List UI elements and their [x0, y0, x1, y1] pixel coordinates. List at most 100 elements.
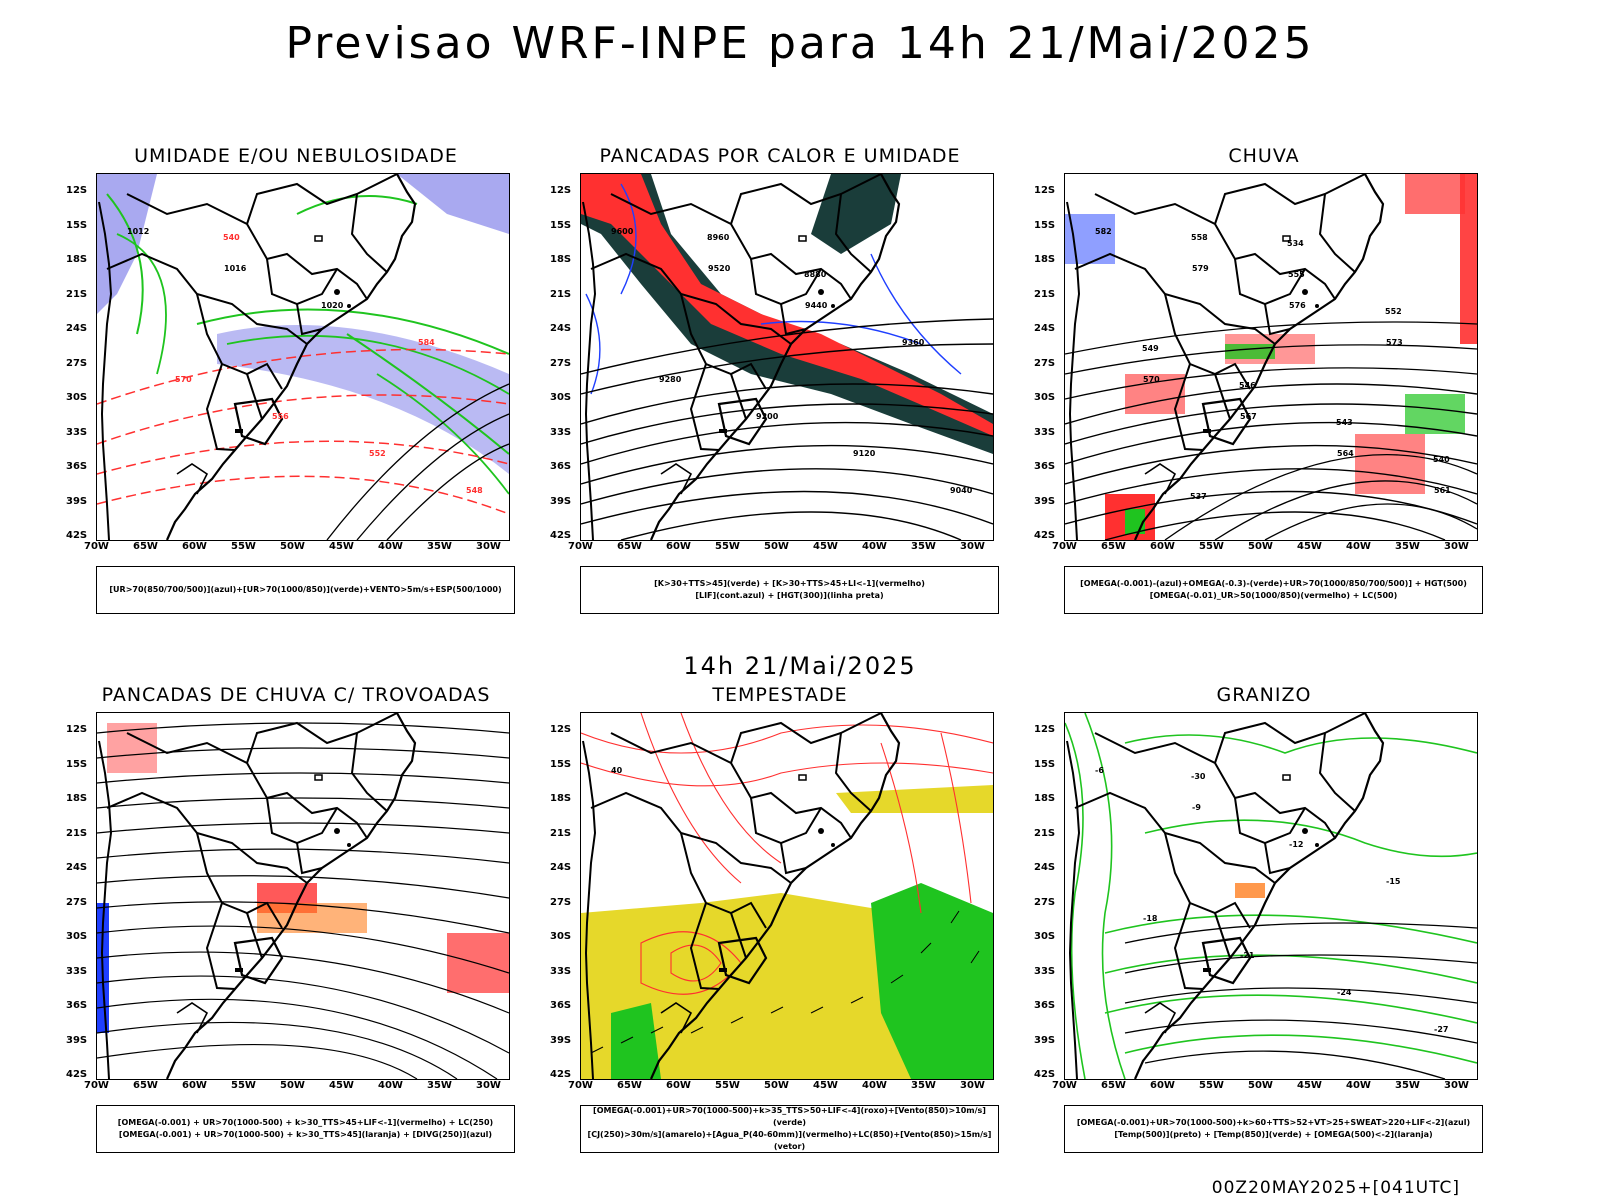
lon-tick-label: 70W: [568, 1080, 593, 1091]
panel-title: UMIDADE E/OU NEBULOSIDADE: [134, 145, 458, 167]
lon-tick-label: 50W: [280, 541, 305, 552]
lon-tick-label: 60W: [666, 541, 691, 552]
panel-title: CHUVA: [1228, 145, 1300, 167]
lon-tick-label: 65W: [133, 1080, 158, 1091]
lat-tick-label: 36S: [66, 461, 88, 472]
contour-label: 9120: [853, 449, 876, 458]
contour-label: 558: [1191, 233, 1208, 242]
lon-tick-label: 65W: [1101, 1080, 1126, 1091]
lat-tick-label: 33S: [66, 965, 88, 977]
lon-tick-label: 55W: [715, 1080, 740, 1091]
lat-tick-label: 21S: [550, 288, 572, 300]
contour-label: 9440: [805, 301, 828, 310]
lat-tick-label: 36S: [1034, 1000, 1056, 1011]
lat-tick-label: 15S: [550, 758, 572, 770]
contour-label: 9280: [659, 375, 682, 384]
map-granizo: -6 -9 -12 -15 -18 -21 -24 -27 -30: [1064, 712, 1478, 1080]
legend-line: [OMEGA(-0.001)-(azul)+OMEGA(-0.3)-(verde…: [1080, 579, 1467, 588]
lon-tick-label: 50W: [1248, 541, 1273, 552]
legend-line: [OMEGA(-0.001) + UR>70(1000-500) + k>30_…: [118, 1130, 493, 1139]
lat-tick-label: 36S: [550, 461, 572, 472]
lon-tick-label: 30W: [476, 541, 501, 552]
legend-line: [OMEGA(-0.001)+UR>70(1000-500)+k>60+TTS>…: [1076, 1118, 1471, 1127]
lat-tick-label: 15S: [550, 219, 572, 231]
contour-label: 570: [1143, 375, 1160, 384]
lat-tick-label: 36S: [550, 1000, 572, 1011]
lat-tick-label: 21S: [66, 827, 88, 839]
lon-tick-label: 35W: [911, 1080, 936, 1091]
lon-tick-label: 70W: [84, 541, 109, 552]
lon-tick-label: 60W: [182, 541, 207, 552]
lat-tick-label: 39S: [550, 495, 572, 507]
legend-line: [UR>70(850/700/500)](azul)+[UR>70(1000/8…: [109, 585, 502, 594]
contour-label: 540: [1433, 455, 1450, 464]
map-pancadas-calor: 9600 9520 9440 9360 9280 9200 9120 9040 8960 8880: [580, 173, 994, 541]
panel-title: TEMPESTADE: [712, 684, 848, 706]
lat-tick-label: 24S: [66, 323, 88, 334]
contour-label: 8960: [707, 233, 730, 242]
contour-label: -18: [1143, 914, 1158, 923]
lat-tick-label: 18S: [66, 793, 88, 804]
lat-tick-label: 33S: [1034, 965, 1056, 977]
lat-tick-label: 24S: [1034, 323, 1056, 334]
lat-tick-label: 21S: [66, 288, 88, 300]
contour-label: 573: [1386, 338, 1403, 347]
lat-tick-label: 18S: [66, 254, 88, 265]
lat-tick-label: 39S: [66, 495, 88, 507]
lon-tick-label: 60W: [666, 1080, 691, 1091]
lon-tick-label: 30W: [1444, 1080, 1469, 1091]
contour-label: -27: [1434, 1025, 1448, 1034]
lat-tick-label: 18S: [550, 254, 572, 265]
lat-tick-label: 30S: [550, 931, 572, 942]
panel-legend: [OMEGA(-0.001)-(azul)+OMEGA(-0.3)-(verde…: [1064, 566, 1483, 614]
panel-title: GRANIZO: [1216, 684, 1312, 706]
lat-tick-label: 12S: [1034, 185, 1056, 196]
lat-tick-label: 42S: [66, 530, 88, 541]
lat-tick-label: 24S: [550, 323, 572, 334]
panel-chuva: CHUVA 582 579 576 573 570 567 564 561 558 555 552 5…: [1024, 145, 1504, 625]
lat-tick-label: 30S: [1034, 392, 1056, 403]
contour-label: -6: [1095, 766, 1104, 775]
lon-tick-label: 40W: [378, 1080, 403, 1091]
lat-tick-label: 18S: [1034, 793, 1056, 804]
lon-tick-label: 45W: [813, 1080, 838, 1091]
panel-legend: [OMEGA(-0.001) + UR>70(1000-500) + k>30_…: [96, 1105, 515, 1153]
lat-tick-label: 30S: [66, 931, 88, 942]
lon-tick-label: 55W: [1199, 1080, 1224, 1091]
contour-label: 1020: [321, 301, 344, 310]
contour-label: 537: [1190, 492, 1207, 501]
legend-line: [OMEGA(-0.001) + UR>70(1000-500) + k>30_…: [117, 1118, 494, 1127]
lon-tick-label: 30W: [960, 1080, 985, 1091]
lat-tick-label: 15S: [66, 219, 88, 231]
map-umidade: 1012 1016 1020 584 570 556 552 548 540: [96, 173, 510, 541]
contour-label: 9520: [708, 264, 731, 273]
lat-tick-label: 24S: [1034, 862, 1056, 873]
contour-label: 546: [1239, 381, 1256, 390]
contour-label: 9360: [902, 338, 925, 347]
lat-tick-label: 21S: [550, 827, 572, 839]
lon-tick-label: 45W: [329, 541, 354, 552]
lon-tick-label: 70W: [1052, 1080, 1077, 1091]
contour-label: -21: [1240, 951, 1255, 960]
lon-tick-label: 70W: [1052, 541, 1077, 552]
lat-tick-label: 12S: [1034, 724, 1056, 735]
lon-tick-label: 65W: [617, 541, 642, 552]
lon-tick-label: 70W: [568, 541, 593, 552]
lat-tick-label: 27S: [1034, 896, 1056, 908]
lon-tick-label: 50W: [764, 1080, 789, 1091]
panel-granizo: GRANIZO -6 -9 -12 -15 -18 -21 -2: [1024, 684, 1504, 1164]
map-chuva: 582 579 576 573 570 567 564 561 558 555 552 549 546 5…: [1064, 173, 1478, 541]
lon-tick-label: 35W: [1395, 1080, 1420, 1091]
lon-tick-label: 55W: [1199, 541, 1224, 552]
lat-tick-label: 33S: [550, 426, 572, 438]
contour-label: 555: [1288, 270, 1305, 279]
panel-pancadas-trovoadas: PANCADAS DE CHUVA C/ TROVOADAS: [56, 684, 536, 1164]
contour-label: 570: [175, 375, 192, 384]
lon-tick-label: 50W: [280, 1080, 305, 1091]
lat-tick-label: 21S: [1034, 827, 1056, 839]
legend-line: [OMEGA(-0.01)_UR>50(1000/850)(vermelho) …: [1149, 591, 1398, 600]
legend-line: [Temp(500)](preto) + [Temp(850)](verde) …: [1114, 1130, 1433, 1139]
lat-tick-label: 27S: [66, 357, 88, 369]
panel-legend: [OMEGA(-0.001)+UR>70(1000-500)+k>60+TTS>…: [1064, 1105, 1483, 1153]
lat-tick-label: 15S: [1034, 219, 1056, 231]
